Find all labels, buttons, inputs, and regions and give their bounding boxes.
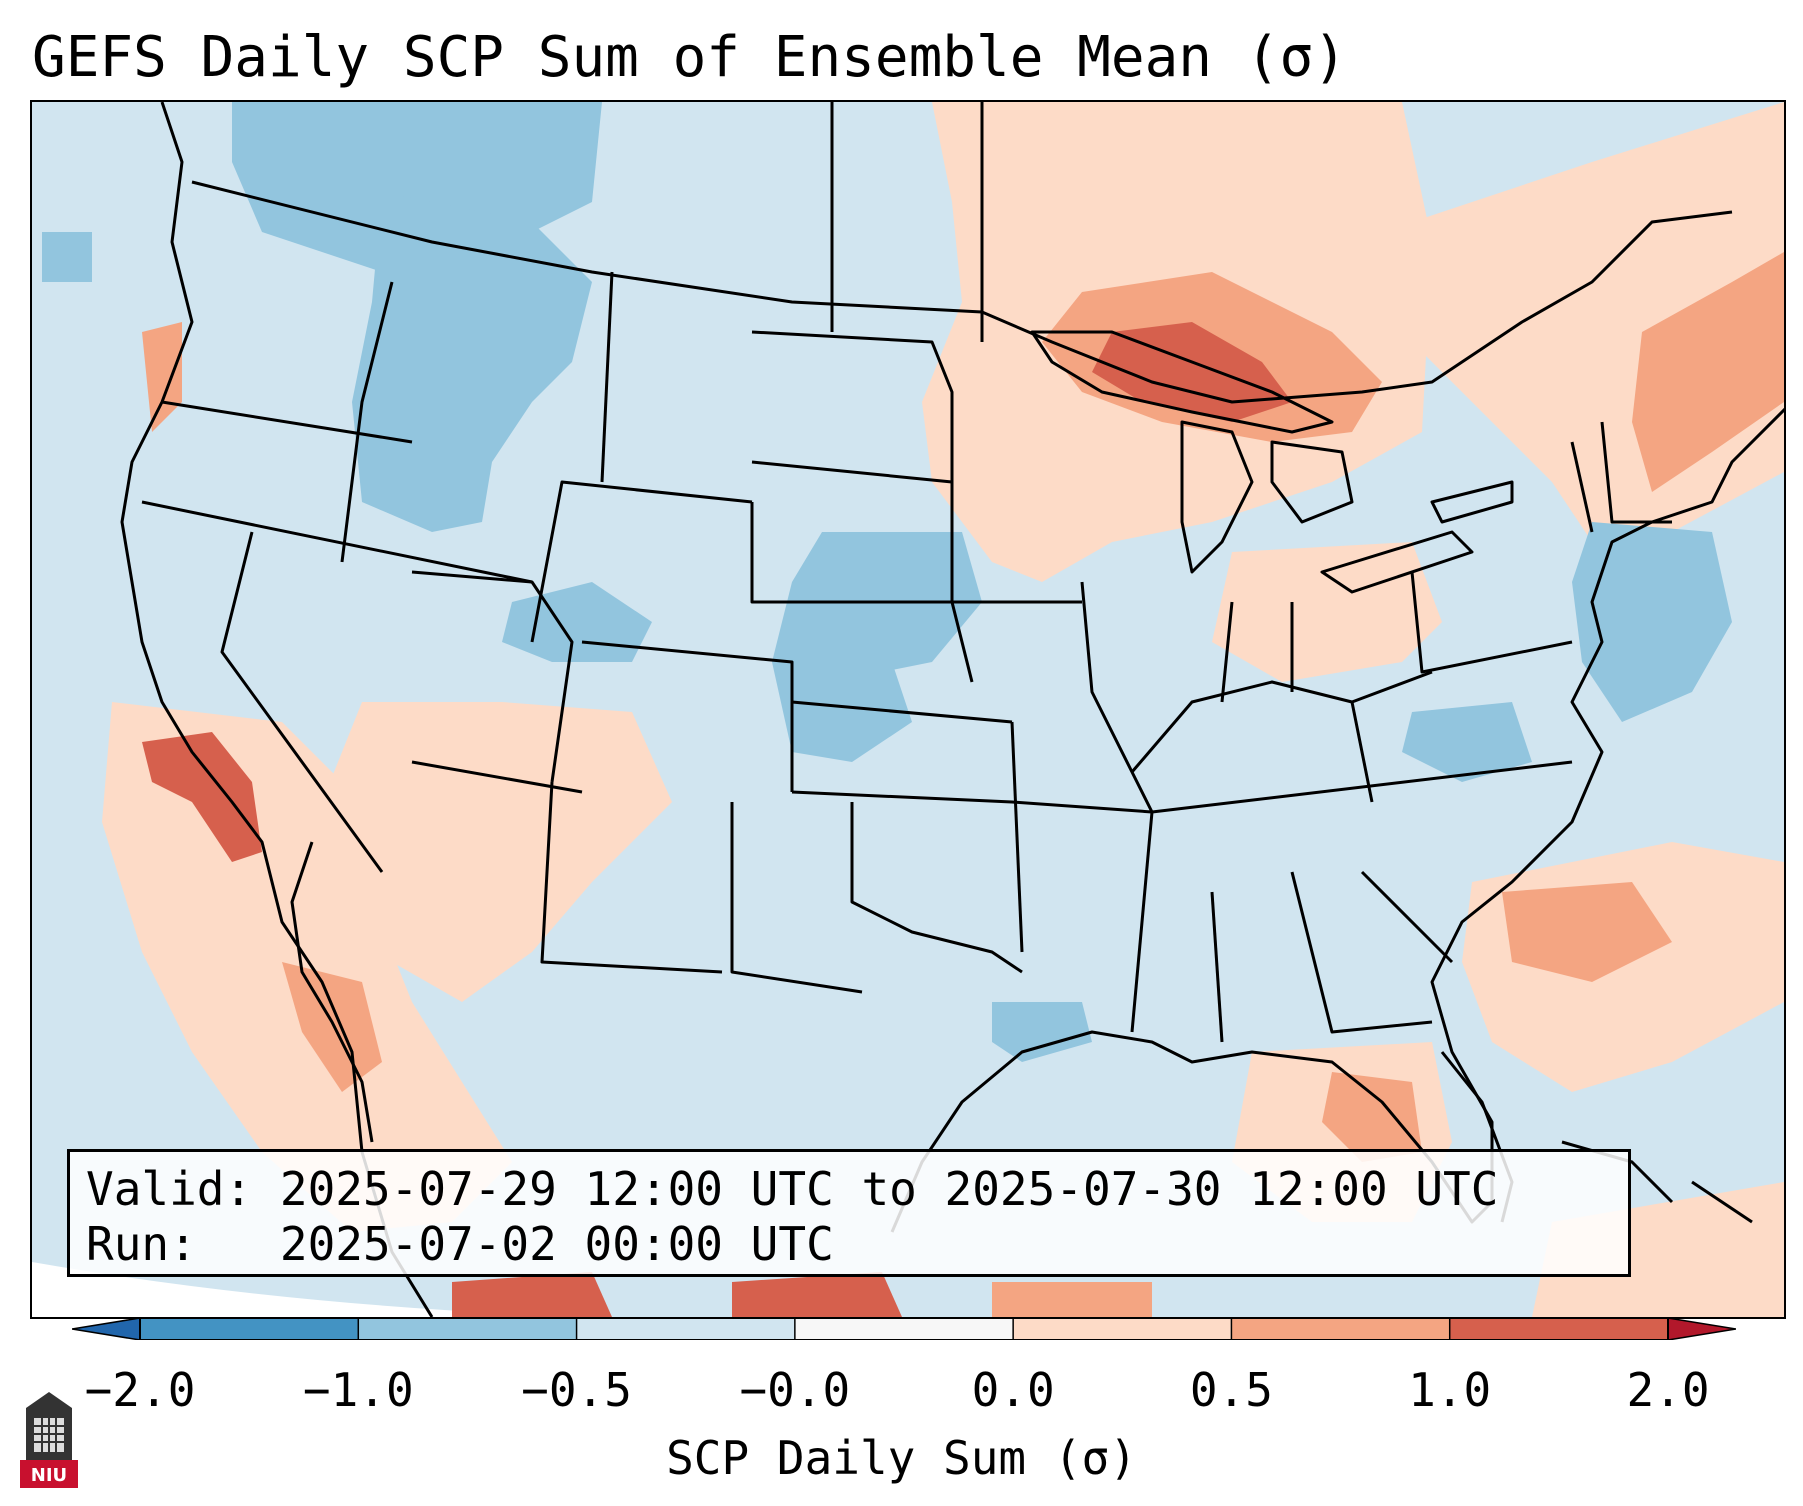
anomaly-south-edge xyxy=(452,1272,612,1317)
state-line xyxy=(600,271,614,483)
colorbar-outline xyxy=(139,1318,1669,1340)
lake-michigan xyxy=(1180,420,1254,574)
colorbar-bin xyxy=(1013,1318,1232,1340)
anomaly-baja xyxy=(282,962,382,1092)
lake-ontario xyxy=(1430,480,1514,524)
state-line xyxy=(161,400,413,444)
state-line xyxy=(540,781,723,974)
state-line xyxy=(1220,601,1234,703)
colorbar-tick-label: −2.0 xyxy=(84,1363,196,1417)
validity-info-box: Valid: 2025-07-29 12:00 UTC to 2025-07-3… xyxy=(67,1149,1631,1277)
lake-huron xyxy=(1270,440,1354,524)
valid-label: Valid: xyxy=(86,1162,253,1216)
anomaly-gulf xyxy=(992,1002,1092,1062)
valid-time: 2025-07-29 12:00 UTC to 2025-07-30 12:00… xyxy=(279,1162,1499,1216)
map-panel xyxy=(30,100,1786,1319)
anomaly-northeast xyxy=(1632,252,1784,492)
colorbar-extend-high xyxy=(1667,1318,1736,1340)
anomaly-ohio xyxy=(1212,542,1442,682)
colorbar-tick-label: −0.0 xyxy=(739,1363,851,1417)
anomaly-offshore xyxy=(42,232,92,282)
state-line xyxy=(750,502,974,683)
lake-superior xyxy=(1030,330,1334,434)
anomaly-south-edge xyxy=(992,1282,1152,1317)
niu-logo-text: NIU xyxy=(31,1465,67,1486)
anomaly-carolinas xyxy=(1402,702,1532,782)
border-canada xyxy=(191,180,1733,404)
state-line xyxy=(340,281,394,563)
state-line xyxy=(1210,891,1224,1043)
niu-logo-banner xyxy=(20,1460,78,1488)
colorbar-bin xyxy=(1449,1318,1669,1340)
projection-edge xyxy=(32,1262,932,1317)
state-line xyxy=(1010,721,1024,953)
anomaly-nebraska-kansas xyxy=(772,532,982,682)
colorbar-tick-label: 0.5 xyxy=(1189,1363,1273,1417)
run-time: 2025-07-02 00:00 UTC xyxy=(279,1217,834,1271)
colorbar-tick-label: 0.0 xyxy=(971,1363,1055,1417)
colorbar-extend-low xyxy=(72,1318,141,1340)
coastline-gulf-atlantic xyxy=(890,407,1784,1233)
run-label: Run: xyxy=(86,1217,197,1271)
state-line xyxy=(1600,421,1672,524)
state-line xyxy=(1410,571,1573,674)
anomaly-socal xyxy=(142,732,262,862)
state-line xyxy=(1570,441,1594,533)
anomaly-atlantic xyxy=(1502,882,1672,982)
state-line xyxy=(791,700,1013,724)
state-line xyxy=(1080,581,1154,813)
state-line xyxy=(220,531,384,873)
state-line xyxy=(141,500,533,584)
lake-erie xyxy=(1320,530,1474,594)
colorbar-tick-label: −0.5 xyxy=(521,1363,632,1417)
colorbar-label: SCP Daily Sum (σ) xyxy=(666,1431,1137,1485)
positive-anomalies xyxy=(102,102,1784,1317)
negative-anomalies xyxy=(42,102,1732,1062)
anomaly-idaho-montana xyxy=(352,192,592,532)
state-line xyxy=(730,802,863,994)
colorbar-bin xyxy=(140,1318,359,1340)
anomaly-south-edge xyxy=(732,1272,902,1317)
state-line xyxy=(530,480,753,643)
state-line xyxy=(1360,870,1454,964)
colorbar-bin xyxy=(794,1318,1014,1340)
coastline-cuba xyxy=(1561,1140,1674,1204)
state-line xyxy=(411,570,574,783)
colorbar-tick-label: 2.0 xyxy=(1626,1363,1710,1417)
colorbar-bin xyxy=(1231,1318,1451,1340)
state-line xyxy=(411,760,583,794)
state-line xyxy=(581,640,794,792)
anomaly-mid-atlantic-offshore xyxy=(1572,522,1732,722)
anomaly-great-lakes xyxy=(1092,322,1292,422)
state-line xyxy=(850,802,1023,974)
state-line xyxy=(1350,701,1374,803)
state-line xyxy=(1130,670,1433,773)
state-line xyxy=(751,330,954,602)
state-line xyxy=(1130,811,1154,1033)
coastline-west xyxy=(120,102,434,1317)
coastline-islands xyxy=(1691,1180,1753,1224)
colorbar xyxy=(72,1318,1736,1340)
coastline-baja xyxy=(290,841,374,1143)
colorbar-tick-label: −1.0 xyxy=(302,1363,414,1417)
colorbar-bin xyxy=(358,1318,578,1340)
colorbar-bin xyxy=(576,1318,796,1340)
state-line xyxy=(751,460,953,484)
colorbar-tick-label: 1.0 xyxy=(1408,1363,1492,1417)
niu-logo: NIU xyxy=(20,1392,78,1488)
state-line xyxy=(791,790,1153,814)
state-line xyxy=(1290,871,1433,1034)
map-title: GEFS Daily SCP Sum of Ensemble Mean (σ) xyxy=(32,25,1347,90)
anomaly-southwest xyxy=(322,702,672,1002)
state-line xyxy=(1151,760,1573,814)
anomaly-kansas xyxy=(772,662,912,762)
scp-map xyxy=(32,102,1784,1317)
anomaly-florida xyxy=(1322,1072,1422,1162)
borders xyxy=(120,102,1784,1317)
anomaly-baja xyxy=(102,702,512,1232)
